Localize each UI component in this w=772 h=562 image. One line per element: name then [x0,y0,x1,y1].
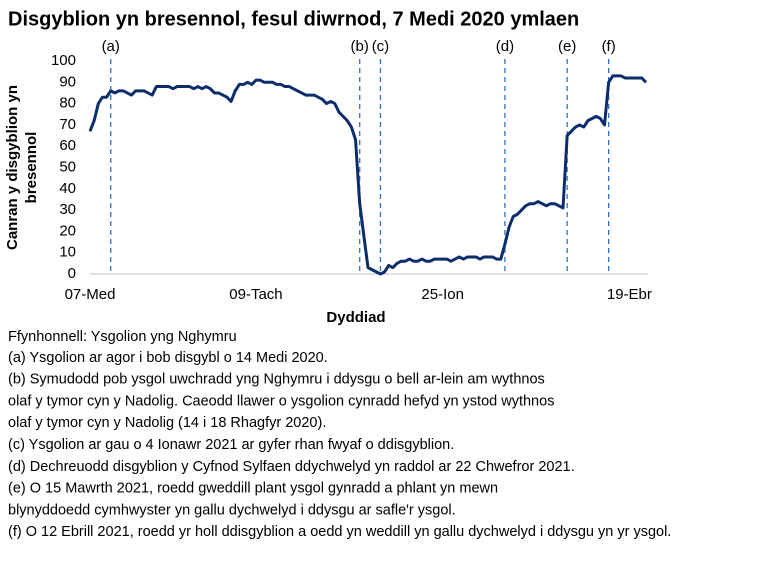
x-axis-label: Dyddiad [326,309,385,326]
note: (f) O 12 Ebrill 2021, roedd yr holl ddis… [8,524,671,540]
marker-label: (c) [372,38,390,55]
source: Ffynhonnell: Ysgolion yng Nghymru [8,329,237,345]
x-tick-label: 19-Ebr [607,286,652,303]
note: olaf y tymor cyn y Nadolig. Caeodd llawe… [8,393,554,409]
data-line [88,74,648,276]
y-tick-label: 50 [59,158,76,175]
marker-label: (d) [496,38,514,55]
note: (c) Ysgolion ar gau o 4 Ionawr 2021 ar g… [8,437,454,453]
marker-label: (b) [351,38,369,55]
y-tick-label: 60 [59,137,76,154]
y-tick-label: 0 [68,265,76,282]
y-tick-label: 100 [51,52,76,69]
y-tick-label: 90 [59,73,76,90]
y-tick-label: 80 [59,95,76,112]
note: (d) Dechreuodd disgyblion y Cyfnod Sylfa… [8,459,575,475]
note: blynyddoedd cymhwyster yn gallu dychwely… [8,502,456,518]
x-tick-label: 25-Ion [421,286,464,303]
y-axis-label: Canran y disgyblion yn bresennol [4,85,40,250]
chart-title: Disgyblion yn bresennol, fesul diwrnod, … [8,8,579,30]
x-tick-label: 09-Tach [229,286,282,303]
note: (e) O 15 Mawrth 2021, roedd gweddill pla… [8,481,498,497]
note: (b) Symudodd pob ysgol uwchradd yng Nghy… [8,372,545,388]
note: olaf y tymor cyn y Nadolig (14 i 18 Rhag… [8,415,326,431]
y-tick-label: 10 [59,244,76,261]
x-tick-label: 07-Med [65,286,116,303]
y-tick-label: 30 [59,201,76,218]
marker-label: (a) [102,38,120,55]
y-tick-label: 20 [59,222,76,239]
y-axis-label-line: Canran y disgyblion yn [4,85,21,250]
marker-label: (e) [558,38,576,55]
y-tick-label: 70 [59,116,76,133]
marker-label: (f) [602,38,616,55]
y-axis-label-line: bresennol [23,132,40,204]
y-tick-label: 40 [59,180,76,197]
note: (a) Ysgolion ar agor i bob disgybl o 14 … [8,350,328,366]
